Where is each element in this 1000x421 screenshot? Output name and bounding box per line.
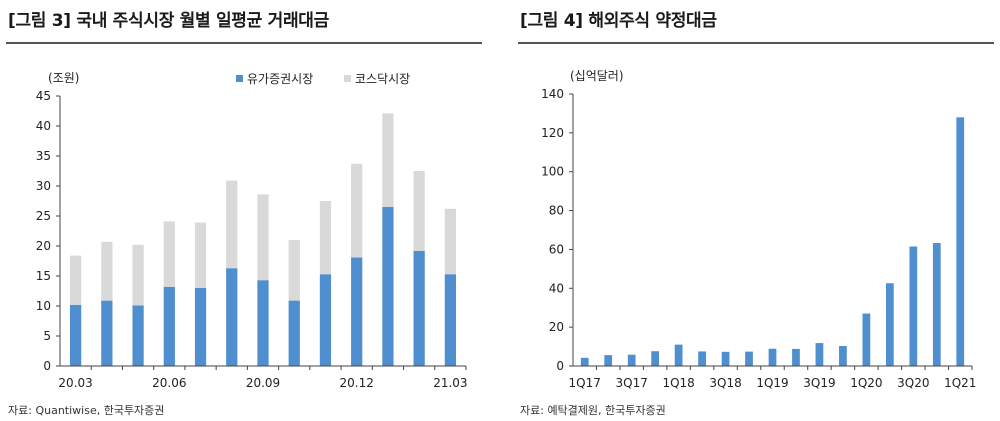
bar-4Q18 bbox=[745, 351, 753, 366]
figure-3-title-rule bbox=[6, 42, 482, 44]
bar-20.04-유가증권시장 bbox=[101, 300, 113, 366]
x-tick-label: 3Q18 bbox=[709, 376, 741, 390]
legend-swatch-코스닥시장 bbox=[344, 75, 351, 82]
figure-3-source: 자료: Quantiwise, 한국투자증권 bbox=[8, 404, 165, 417]
bar-20.03-유가증권시장 bbox=[69, 304, 82, 366]
x-tick-label: 20.03 bbox=[58, 376, 92, 390]
bar-20.06-코스닥시장 bbox=[163, 221, 175, 287]
y-tick-label: 40 bbox=[36, 119, 51, 133]
bar-20.09-코스닥시장 bbox=[257, 194, 269, 281]
x-tick-label: 21.03 bbox=[433, 376, 467, 390]
bar-20.08-코스닥시장 bbox=[226, 180, 238, 269]
bar-1Q18 bbox=[674, 344, 683, 366]
x-tick-label: 20.12 bbox=[340, 376, 374, 390]
figure-4-panel: [그림 4] 해외주식 약정대금 (십억달러) 0 20 40 60 80 100 120 14… bbox=[512, 0, 1000, 421]
bar-20.12-코스닥시장 bbox=[351, 163, 363, 258]
figure-3-panel: [그림 3] 국내 주식시장 월별 일평균 거래대금 (조원) 0 5 10 15 20 2… bbox=[0, 0, 488, 421]
y-tick-label: 20 bbox=[549, 320, 564, 334]
y-tick-label: 140 bbox=[541, 87, 564, 101]
bar-20.08-유가증권시장 bbox=[226, 268, 238, 366]
bar-20.03-코스닥시장 bbox=[69, 255, 82, 305]
bar-20.07-유가증권시장 bbox=[194, 288, 207, 366]
figure-3-title: [그림 3] 국내 주식시장 월별 일평균 거래대금 bbox=[8, 11, 329, 31]
bar-1Q20 bbox=[862, 313, 871, 366]
y-tick-label: 25 bbox=[36, 209, 51, 223]
y-tick-label: 15 bbox=[36, 269, 51, 283]
bar-20.04-코스닥시장 bbox=[101, 241, 113, 301]
x-tick-label: 3Q17 bbox=[615, 376, 647, 390]
bar-1Q21 bbox=[956, 117, 965, 366]
figure-3-chart: (조원) 0 5 10 15 20 25 30 35 40 45 20.03 20.06 20.09 20.… bbox=[36, 71, 468, 390]
y-tick-label: 10 bbox=[36, 299, 51, 313]
bar-20.10-코스닥시장 bbox=[288, 240, 300, 301]
bar-20.05-유가증권시장 bbox=[132, 305, 144, 366]
bar-4Q19 bbox=[839, 345, 847, 366]
bar-21.03-코스닥시장 bbox=[444, 208, 457, 275]
x-tick-label: 3Q20 bbox=[897, 376, 929, 390]
x-tick-label: 20.06 bbox=[152, 376, 186, 390]
legend-swatch-유가증권시장 bbox=[236, 75, 243, 82]
bar-3Q20 bbox=[909, 246, 918, 366]
bar-21.01-유가증권시장 bbox=[382, 207, 394, 366]
chart-1-unit-label: (십억달러) bbox=[570, 69, 624, 83]
bar-3Q19 bbox=[815, 343, 824, 366]
legend-label: 유가증권시장 bbox=[247, 72, 313, 86]
x-tick-label: 20.09 bbox=[246, 376, 280, 390]
y-tick-label: 20 bbox=[36, 239, 51, 253]
bar-20.11-유가증권시장 bbox=[319, 274, 332, 366]
bar-2Q20 bbox=[885, 283, 894, 366]
bar-1Q19 bbox=[768, 348, 777, 366]
figure-4-chart: (십억달러) 0 20 40 60 80 100 120 140 1Q17 3Q17 1Q18 3Q18… bbox=[541, 69, 976, 390]
y-tick-label: 0 bbox=[556, 359, 564, 373]
legend-label: 코스닥시장 bbox=[355, 72, 410, 86]
bar-4Q20 bbox=[932, 243, 941, 366]
bar-20.06-유가증권시장 bbox=[163, 286, 175, 366]
bar-21.02-유가증권시장 bbox=[413, 250, 425, 366]
chart-0-unit-label: (조원) bbox=[48, 71, 79, 85]
bar-20.07-코스닥시장 bbox=[194, 222, 207, 288]
y-tick-label: 0 bbox=[43, 359, 51, 373]
y-tick-label: 60 bbox=[549, 242, 564, 256]
y-tick-label: 120 bbox=[541, 126, 564, 140]
figure-4-title: [그림 4] 해외주식 약정대금 bbox=[520, 11, 717, 31]
bar-20.05-코스닥시장 bbox=[132, 244, 144, 306]
bar-1Q17 bbox=[580, 357, 589, 366]
bar-20.09-유가증권시장 bbox=[257, 280, 269, 366]
x-tick-label: 1Q17 bbox=[569, 376, 601, 390]
y-tick-label: 100 bbox=[541, 165, 564, 179]
bar-21.03-유가증권시장 bbox=[444, 274, 457, 366]
bar-3Q17 bbox=[627, 354, 636, 366]
x-tick-label: 1Q21 bbox=[944, 376, 976, 390]
x-tick-label: 1Q19 bbox=[756, 376, 788, 390]
x-tick-label: 1Q18 bbox=[662, 376, 694, 390]
bar-20.12-유가증권시장 bbox=[351, 257, 363, 366]
y-tick-label: 45 bbox=[36, 89, 51, 103]
x-tick-label: 1Q20 bbox=[850, 376, 882, 390]
y-tick-label: 80 bbox=[549, 204, 564, 218]
figure-4-source: 자료: 예탁결제원, 한국투자증권 bbox=[520, 404, 666, 417]
y-tick-label: 40 bbox=[549, 281, 564, 295]
bar-2Q18 bbox=[698, 351, 706, 366]
bar-2Q17 bbox=[604, 355, 613, 366]
bar-4Q17 bbox=[651, 351, 660, 366]
figure-4-title-rule bbox=[518, 42, 994, 44]
bar-20.10-유가증권시장 bbox=[288, 300, 300, 366]
bar-20.11-코스닥시장 bbox=[319, 201, 332, 275]
bar-3Q18 bbox=[721, 351, 730, 366]
y-tick-label: 5 bbox=[43, 329, 51, 343]
bar-2Q19 bbox=[792, 348, 800, 366]
y-tick-label: 30 bbox=[36, 179, 51, 193]
y-tick-label: 35 bbox=[36, 149, 51, 163]
x-tick-label: 3Q19 bbox=[803, 376, 835, 390]
bar-21.01-코스닥시장 bbox=[382, 113, 394, 207]
bar-21.02-코스닥시장 bbox=[413, 171, 425, 251]
